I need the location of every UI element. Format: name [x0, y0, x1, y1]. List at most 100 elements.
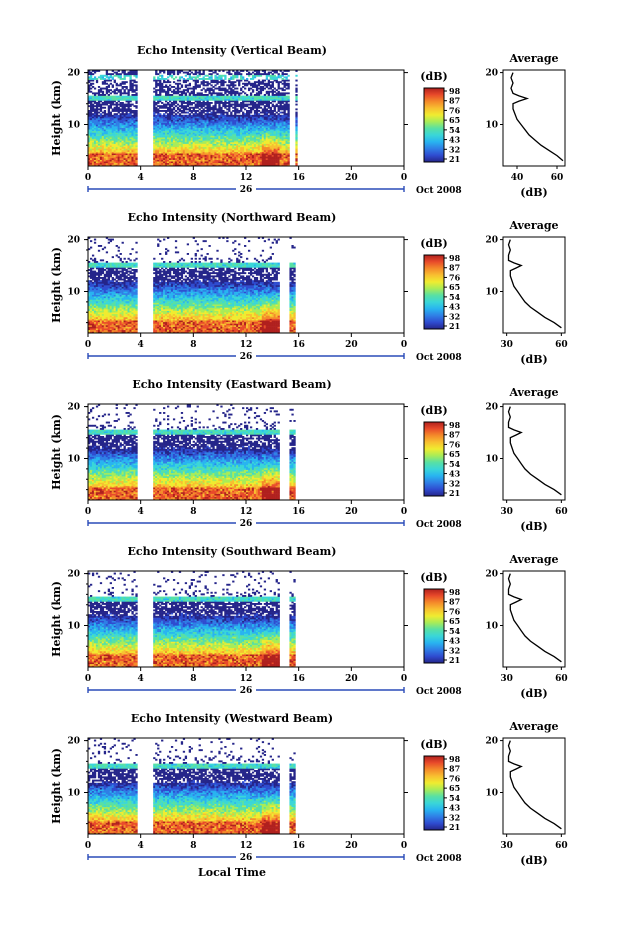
x-tick-label: 0 [85, 340, 91, 350]
colorbar-tick-label: 98 [449, 420, 461, 430]
x-tick-label: 20 [345, 507, 358, 517]
x-tick-label: 4 [138, 841, 144, 851]
month-year-label: Oct 2008 [416, 520, 462, 530]
colorbar-tick-label: 87 [449, 764, 460, 774]
colorbar-tick-label: 43 [449, 135, 461, 145]
y-tick-label: 10 [67, 120, 80, 130]
colorbar-tick-label: 98 [449, 86, 461, 96]
average-profile-line [507, 740, 562, 830]
average-profile-line [507, 573, 562, 663]
date-label-bg [236, 851, 256, 862]
y-axis-label: Height (km) [50, 748, 63, 824]
x-tick-label: 4 [138, 507, 144, 517]
y-tick-label: 10 [67, 454, 80, 464]
colorbar-label: (dB) [420, 738, 447, 751]
y-tick-label: 20 [67, 69, 80, 79]
y-tick-label: 20 [67, 737, 80, 747]
x-tick-label: 12 [240, 173, 253, 183]
beam-panel-1: Echo Intensity (Vertical Beam) 20 10 Height… [50, 44, 566, 199]
x-tick-label: 16 [292, 841, 305, 851]
profile-frame [502, 737, 566, 835]
colorbar-tick-label: 65 [449, 115, 460, 125]
date-label: 26 [240, 519, 253, 529]
colorbar-tick-label: 32 [449, 812, 460, 822]
panel-title: Echo Intensity (Vertical Beam) [137, 44, 327, 57]
profile-y-tick-label: 20 [485, 69, 498, 79]
beam-panel-2: Echo Intensity (Northward Beam) 20 10 Heigh… [50, 211, 568, 366]
y-axis-label: Height (km) [50, 414, 63, 490]
colorbar-tick-label: 43 [449, 636, 461, 646]
profile-x-label: (dB) [520, 353, 547, 366]
echo-heatmap [88, 70, 298, 167]
colorbar-tick-label: 32 [449, 478, 460, 488]
date-label-bg [236, 183, 256, 194]
x-tick-label: 0 [85, 507, 91, 517]
profile-x-tick-label: 30 [500, 841, 513, 851]
profile-title: Average [508, 553, 558, 566]
average-profile-line [507, 239, 562, 329]
x-tick-label: 12 [240, 841, 253, 851]
profile-frame [502, 236, 566, 334]
x-tick-label: 16 [292, 340, 305, 350]
panel-title: Echo Intensity (Northward Beam) [128, 211, 337, 224]
colorbar-label: (dB) [420, 70, 447, 83]
profile-x-label: (dB) [520, 854, 547, 867]
profile-frame [502, 570, 566, 668]
colorbar-tick-label: 87 [449, 430, 460, 440]
date-label: 26 [240, 352, 253, 362]
profile-y-tick-label: 20 [485, 570, 498, 580]
colorbar-tick-label: 98 [449, 754, 461, 764]
colorbar-label: (dB) [420, 404, 447, 417]
x-tick-label: 0 [401, 340, 407, 350]
x-tick-label: 12 [240, 674, 253, 684]
x-tick-label: 0 [401, 507, 407, 517]
date-label-bg [236, 350, 256, 361]
beam-panel-3: Echo Intensity (Eastward Beam) 20 10 Height… [50, 378, 568, 533]
profile-title: Average [508, 386, 558, 399]
y-axis-label: Height (km) [50, 247, 63, 323]
profile-frame [502, 69, 566, 167]
profile-x-tick-label: 60 [555, 340, 568, 350]
panel-title: Echo Intensity (Westward Beam) [131, 712, 333, 725]
x-tick-label: 0 [85, 841, 91, 851]
colorbar [423, 588, 445, 664]
profile-title: Average [508, 52, 558, 65]
colorbar-tick-label: 98 [449, 587, 461, 597]
profile-title: Average [508, 720, 558, 733]
x-tick-label: 4 [138, 173, 144, 183]
x-tick-label: 20 [345, 340, 358, 350]
month-year-label: Oct 2008 [416, 186, 462, 196]
colorbar-tick-label: 43 [449, 803, 461, 813]
colorbar-tick-label: 32 [449, 144, 460, 154]
x-tick-label: 12 [240, 340, 253, 350]
x-tick-label: 20 [345, 173, 358, 183]
x-tick-label: 12 [240, 507, 253, 517]
colorbar-tick-label: 76 [449, 272, 461, 282]
colorbar-tick-label: 21 [449, 321, 460, 331]
month-year-label: Oct 2008 [416, 353, 462, 363]
colorbar-tick-label: 21 [449, 488, 460, 498]
x-tick-label: 4 [138, 674, 144, 684]
colorbar [423, 421, 445, 497]
x-tick-label: 8 [190, 340, 196, 350]
colorbar-tick-label: 76 [449, 606, 461, 616]
colorbar [423, 755, 445, 831]
beam-panel-4: Echo Intensity (Southward Beam) 20 10 Heigh… [50, 545, 568, 700]
colorbar-label: (dB) [420, 237, 447, 250]
date-label: 26 [240, 853, 253, 863]
x-tick-label: 8 [190, 173, 196, 183]
x-tick-label: 20 [345, 674, 358, 684]
colorbar-tick-label: 43 [449, 302, 461, 312]
echo-heatmap [88, 237, 296, 334]
colorbar-tick-label: 43 [449, 469, 461, 479]
colorbar [423, 254, 445, 330]
profile-x-tick-label: 60 [555, 841, 568, 851]
colorbar-label: (dB) [420, 571, 447, 584]
x-axis-label: Local Time [198, 866, 266, 879]
profile-x-label: (dB) [520, 520, 547, 533]
x-tick-label: 0 [85, 173, 91, 183]
y-tick-label: 20 [67, 570, 80, 580]
colorbar-tick-label: 76 [449, 773, 461, 783]
profile-y-tick-label: 10 [485, 287, 498, 297]
profile-x-tick-label: 60 [555, 507, 568, 517]
